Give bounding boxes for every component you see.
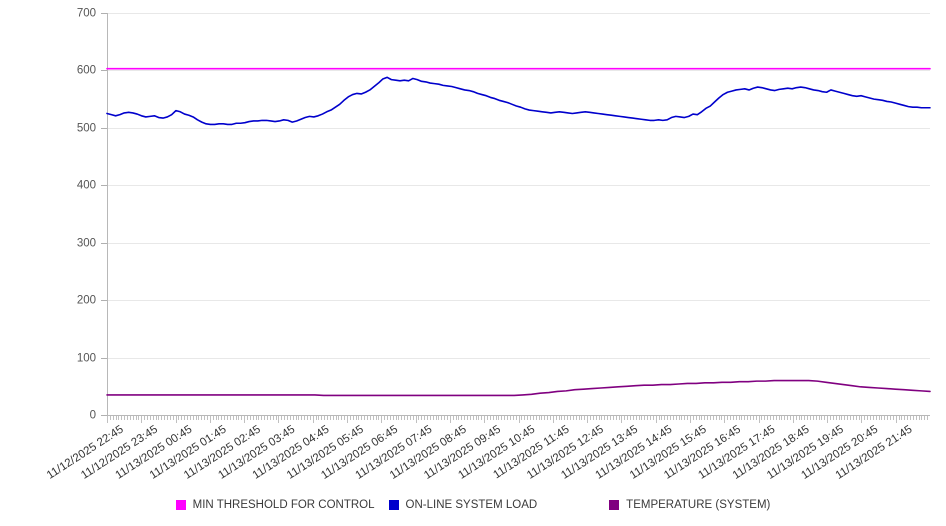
y-axis-tick-label: 600 [77, 65, 96, 77]
legend-label: TEMPERATURE (SYSTEM) [626, 499, 771, 511]
y-axis-tick-label: 500 [77, 123, 96, 135]
legend-swatch-blue [388, 500, 399, 510]
legend-swatch-magenta [175, 500, 186, 510]
legend-item-min-threshold-for-control[interactable]: MIN THRESHOLD FOR CONTROL [175, 499, 375, 511]
series-line-on-line-system-load [106, 76, 931, 126]
y-axis-tick-label: 700 [77, 8, 96, 20]
legend-item-on-line-system-load[interactable]: ON-LINE SYSTEM LOAD [388, 499, 538, 511]
y-axis-tick-label: 400 [77, 180, 96, 192]
legend-item-temperature-system[interactable]: TEMPERATURE (SYSTEM) [609, 499, 770, 511]
legend-swatch-purple [609, 500, 620, 510]
y-axis-tick-label: 100 [77, 353, 96, 365]
chart-legend: MIN THRESHOLD FOR CONTROL ON-LINE SYSTEM… [0, 494, 946, 516]
series-line-temperature-system [106, 379, 931, 397]
y-axis-tick-label: 0 [90, 410, 96, 422]
y-axis-tick-label: 200 [77, 295, 96, 307]
legend-label: ON-LINE SYSTEM LOAD [405, 499, 538, 511]
legend-label: MIN THRESHOLD FOR CONTROL [192, 499, 375, 511]
y-axis-tick-label: 300 [77, 238, 96, 250]
